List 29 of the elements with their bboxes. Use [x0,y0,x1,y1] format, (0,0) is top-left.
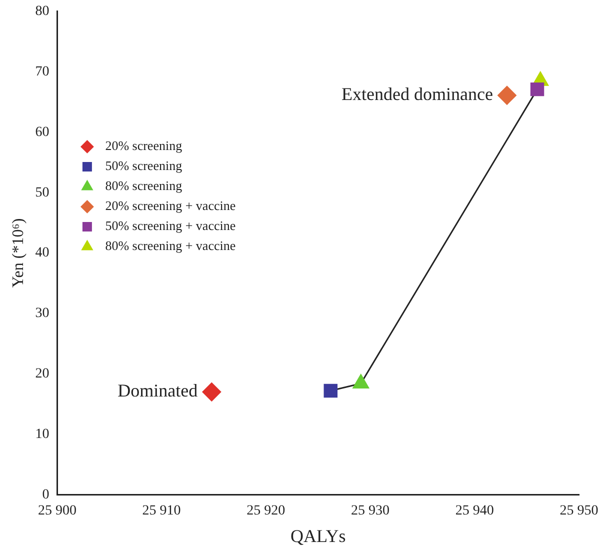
legend-label: 50% screening [105,158,183,174]
y-tick-label: 50 [35,185,50,200]
y-tick-label: 10 [35,426,50,442]
y-tick-label: 80 [35,4,50,20]
annotation: Extended dominance [342,84,493,104]
legend-label: 80% screening + vaccine [105,238,236,254]
annotation: Dominated [118,380,198,401]
x-tick-label: 25 950 [560,504,598,519]
x-tick-label: 25 920 [246,504,286,519]
y-axis-title: Yen (*10⁶) [10,218,27,288]
y-tick-label: 70 [35,64,50,80]
point [202,382,222,402]
point [497,86,516,105]
point [530,82,544,96]
x-axis-title: QALYs [290,526,346,546]
legend-label: 20% screening + vaccine [105,198,236,214]
y-tick-label: 30 [35,306,50,322]
y-tick-label: 20 [35,366,50,382]
legend-label: 20% screening [105,138,183,154]
y-tick-label: 40 [35,246,50,261]
x-tick-label: 25 930 [351,504,390,519]
x-tick-label: 25 940 [455,504,494,519]
x-tick-label: 25 910 [142,504,181,519]
legend-label: 80% screening [105,178,183,194]
x-tick-label: 25 900 [38,504,76,519]
legend-label: 50% screening + vaccine [105,218,236,234]
y-tick-label: 60 [35,124,50,140]
point [324,384,338,398]
y-tick-label: 0 [42,487,50,502]
